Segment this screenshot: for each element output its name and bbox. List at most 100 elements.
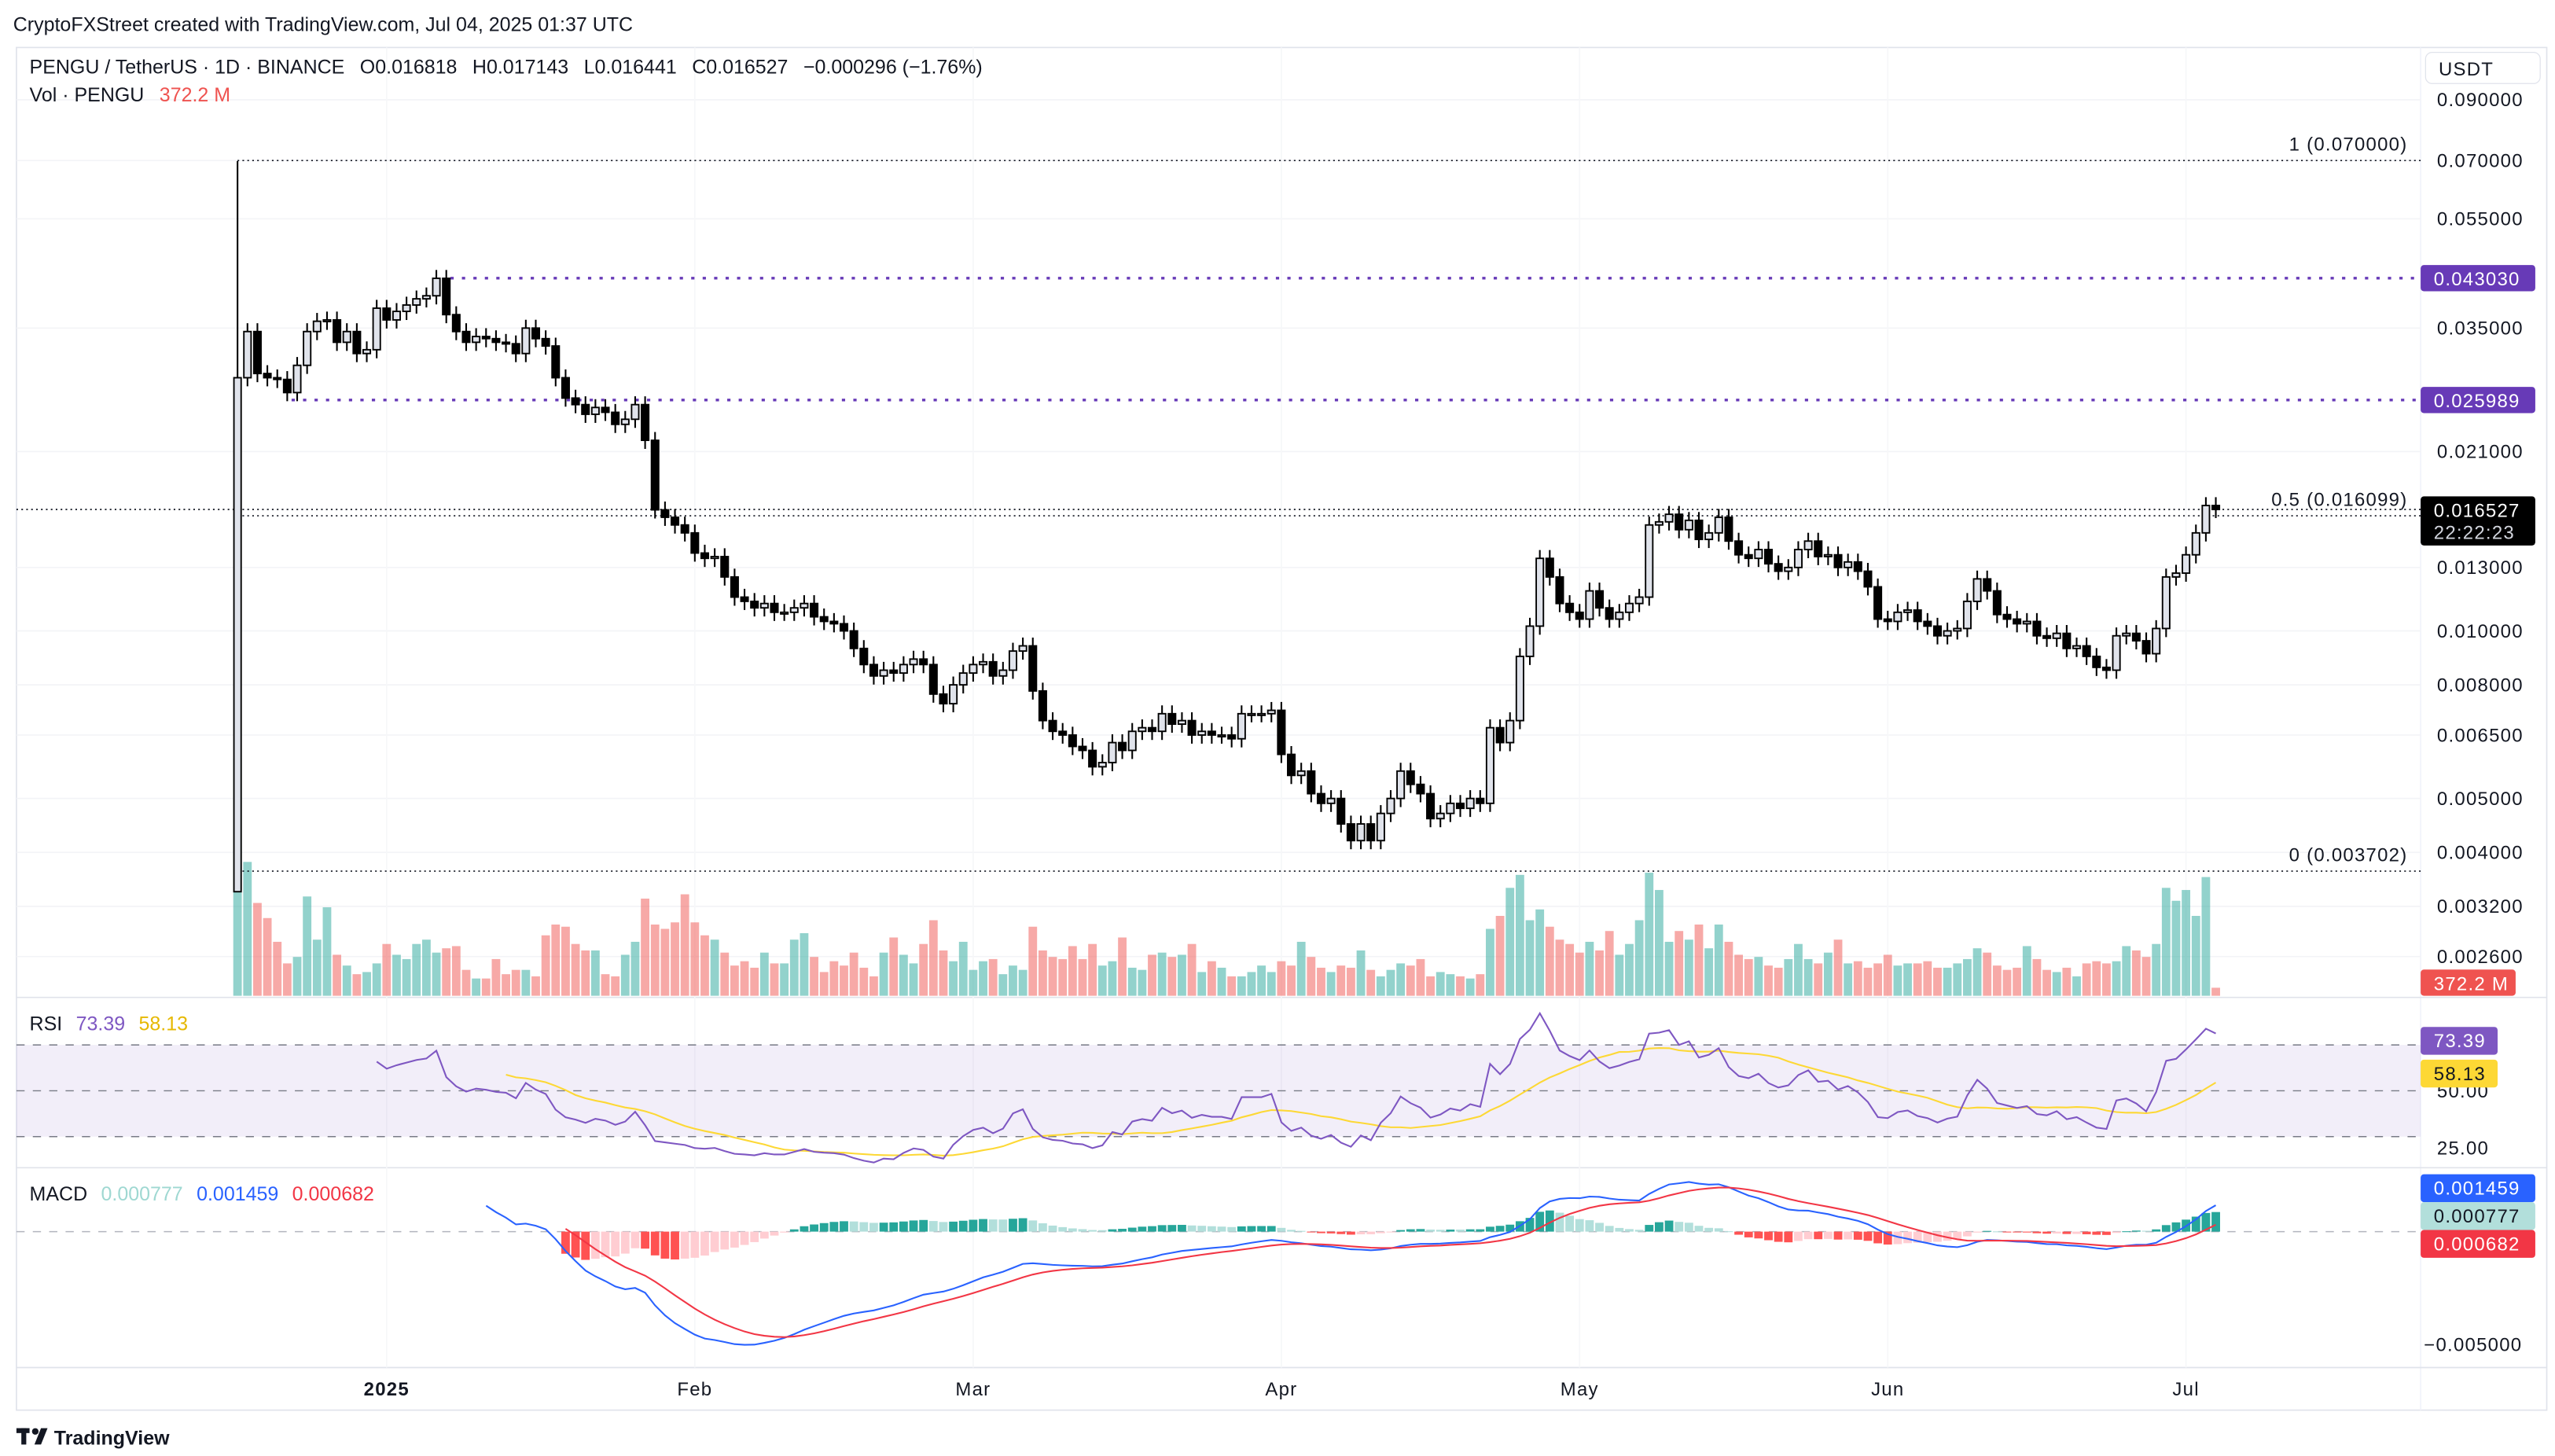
volume-bar <box>502 974 510 996</box>
macd-histogram-bar <box>2072 1231 2081 1234</box>
candle-up <box>521 327 531 355</box>
macd-histogram-bar <box>1943 1231 1952 1241</box>
candle-up <box>2201 505 2211 534</box>
volume-bar <box>1933 967 1942 996</box>
rsi-legend[interactable]: RSI 73.39 58.13 <box>30 1013 188 1035</box>
volume-bar <box>590 950 600 996</box>
candle-down <box>481 336 491 340</box>
volume-bar <box>1883 954 1892 996</box>
candle-up <box>2182 553 2191 574</box>
volume-bar <box>2141 957 2151 996</box>
macd-signal-badge: 0.000682 <box>2421 1230 2535 1258</box>
volume-bar <box>2152 943 2161 996</box>
volume-bar <box>2191 916 2200 996</box>
volume-bar <box>1167 957 1177 996</box>
candle-up <box>1903 609 1913 613</box>
volume-bar <box>1446 974 1455 996</box>
volume-bar <box>333 954 342 996</box>
price-tick-label: 0.021000 <box>2437 442 2524 463</box>
volume-bar <box>1525 920 1535 996</box>
price-axis[interactable]: 0.090000 0.070000 0.055000 0.035000 0.021000… <box>2424 90 2524 1355</box>
macd-line <box>485 1181 2217 1346</box>
candle-up <box>2191 531 2200 556</box>
macd-histogram-bar <box>2013 1231 2022 1233</box>
candle-up <box>1018 645 1028 653</box>
macd-histogram-bar <box>1247 1226 1256 1232</box>
candle-down <box>1565 602 1575 613</box>
macd-histogram-bar <box>1446 1230 1455 1232</box>
macd-histogram-bar <box>680 1231 689 1259</box>
candle-up <box>1684 519 1693 531</box>
macd-histogram-bar <box>630 1231 640 1248</box>
candle-down <box>333 318 342 344</box>
volume-bar <box>1814 963 1823 996</box>
currency-label: USDT <box>2439 59 2494 80</box>
currency-button[interactable]: USDT <box>2424 52 2541 84</box>
volume-bar <box>421 939 431 996</box>
candle-down <box>671 517 680 526</box>
candle-up <box>1138 726 1147 733</box>
volume-bar <box>1426 976 1435 996</box>
macd-histogram-bar <box>1197 1226 1207 1232</box>
macd-histogram-bar <box>611 1231 620 1257</box>
macd-histogram-bar <box>988 1219 998 1232</box>
candle-down <box>810 602 819 618</box>
symbol-legend[interactable]: PENGU / TetherUS · 1D · BINANCE O0.01681… <box>30 57 983 79</box>
candle-up <box>342 330 351 344</box>
candle-up <box>2052 632 2061 639</box>
time-tick-label: Jul <box>2172 1379 2199 1400</box>
candle-up <box>1664 513 1674 523</box>
macd-histogram-bar <box>1217 1226 1226 1232</box>
candle-down <box>1545 557 1554 578</box>
macd-histogram-bar <box>949 1221 958 1232</box>
macd-histogram-bar <box>1296 1230 1306 1232</box>
candle-down <box>1426 792 1436 820</box>
candle-down <box>919 658 928 666</box>
macd-histogram-bar <box>1476 1229 1485 1232</box>
candle-down <box>1416 783 1425 795</box>
candle-up <box>1326 797 1336 804</box>
candle-up <box>312 320 322 333</box>
volume-bar <box>1764 965 1773 996</box>
volume-bar <box>1754 957 1763 996</box>
candle-down <box>442 278 451 316</box>
macd-histogram-bar <box>1625 1229 1634 1232</box>
candle-down <box>1932 625 1943 637</box>
macd-histogram-bar <box>2052 1231 2061 1234</box>
macd-histogram-bar <box>1277 1227 1286 1232</box>
macd-legend[interactable]: MACD 0.000777 0.001459 0.000682 <box>30 1183 374 1205</box>
candle-up <box>1654 520 1664 526</box>
candle-down <box>2032 620 2042 637</box>
volume-bar <box>372 963 381 996</box>
volume-bar <box>1416 958 1425 996</box>
macd-pane[interactable] <box>16 1181 2421 1346</box>
candle-down <box>1088 749 1097 768</box>
macd-histogram-bar <box>1326 1231 1336 1234</box>
macd-histogram-bar <box>1068 1228 1077 1232</box>
macd-histogram-bar <box>700 1231 709 1256</box>
macd-histogram-bar <box>710 1231 719 1252</box>
time-axis[interactable]: 2025 Feb Mar Apr May Jun Jul <box>364 1379 2200 1400</box>
volume-bar <box>1714 924 1723 996</box>
macd-histogram-bar <box>1853 1231 1862 1240</box>
candle-down <box>2211 505 2221 510</box>
candle-down <box>819 616 829 623</box>
tradingview-logo[interactable]: TradingView <box>16 1427 170 1449</box>
volume-bar <box>680 894 689 996</box>
volume-bar <box>1097 965 1107 996</box>
rsi-pane[interactable] <box>16 1011 2421 1164</box>
volume-bar <box>1555 939 1564 996</box>
macd-signal-badge-text: 0.000682 <box>2434 1234 2520 1256</box>
candle-down <box>1048 719 1057 733</box>
macd-histogram-bar <box>2171 1222 2181 1232</box>
volume-legend[interactable]: Vol · PENGU 372.2 M <box>30 84 231 106</box>
volume-bar <box>1724 941 1733 996</box>
candle-up <box>2171 572 2181 578</box>
macd-histogram-bar <box>2152 1229 2161 1232</box>
macd-histogram-bar <box>571 1231 580 1258</box>
macd-hist-badge: 0.000777 <box>2421 1202 2535 1230</box>
candle-down <box>382 307 392 321</box>
candle-down <box>2141 640 2151 655</box>
